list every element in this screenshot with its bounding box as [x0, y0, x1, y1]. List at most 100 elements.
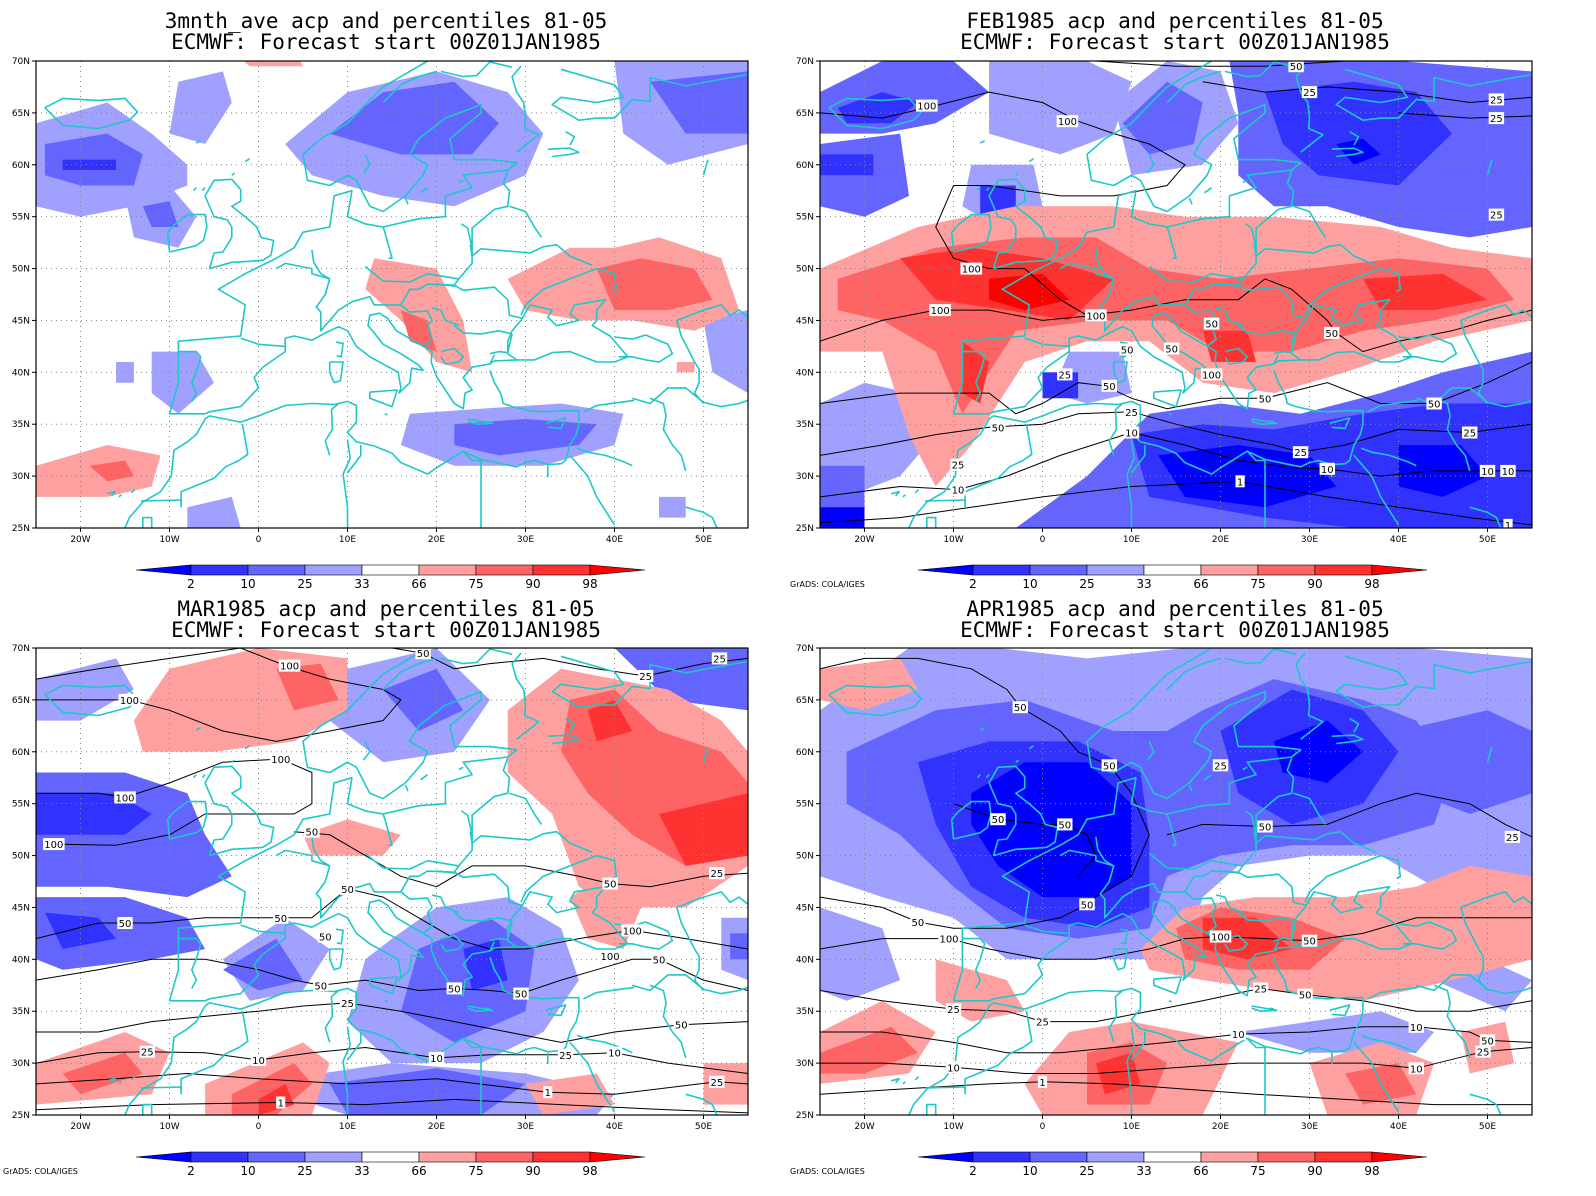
y-tick-label: 35N	[796, 1007, 814, 1017]
coastline	[902, 1081, 906, 1085]
contour-label: 25	[1125, 408, 1138, 419]
contour-label: 50	[1121, 346, 1134, 357]
contour-label: 25	[952, 461, 965, 472]
contour-label: 50	[1259, 823, 1272, 834]
contour-label: 25	[1036, 1018, 1049, 1029]
contour-label: 100	[1211, 933, 1230, 944]
coastline	[342, 439, 351, 528]
y-tick-label: 25N	[12, 524, 30, 534]
contour-label: 50	[1081, 900, 1094, 911]
colorbar-arrow-low	[135, 564, 192, 576]
coastline	[1224, 934, 1248, 952]
colorbar-label: 90	[525, 1164, 540, 1178]
coastline	[124, 957, 580, 1115]
grid-lines	[36, 648, 748, 1115]
contour-label: 1	[1237, 477, 1243, 488]
coastline	[1295, 652, 1324, 740]
colorbar-arrow-high	[589, 564, 646, 576]
contour-label-box	[950, 483, 966, 496]
coastline	[1130, 445, 1146, 474]
coastline	[952, 61, 1302, 415]
contour-label-box	[415, 648, 431, 660]
coastline	[676, 891, 748, 909]
contour-label-box	[950, 458, 966, 471]
coastline	[204, 765, 275, 857]
coastline	[195, 727, 202, 731]
y-tick-label: 40N	[796, 955, 814, 965]
y-tick-label: 70N	[796, 57, 814, 67]
coastline	[1335, 655, 1532, 708]
coastline	[1168, 413, 1172, 416]
shaded-region	[187, 496, 241, 528]
contour-label-box	[1488, 93, 1505, 106]
coastline	[1112, 361, 1128, 384]
colorbar-swatch	[418, 564, 477, 576]
coastline	[240, 337, 286, 348]
y-tick-label: 30N	[12, 1059, 30, 1069]
panel-title-line2: ECMWF: Forecast start 00Z01JAN1985	[960, 30, 1390, 54]
coastline	[118, 1081, 122, 1085]
contour-label: 50	[515, 990, 528, 1001]
coastline	[192, 774, 197, 779]
contour-label-box	[1408, 1020, 1424, 1033]
contour-label-box	[621, 924, 644, 937]
coastline	[547, 147, 580, 158]
colorbar-label: 2	[969, 577, 977, 591]
y-tick-label: 65N	[796, 109, 814, 119]
coastline	[467, 418, 494, 425]
y-tick-label: 50N	[12, 852, 30, 862]
coastline	[1335, 68, 1532, 121]
contour-label-box	[446, 982, 462, 995]
coastline	[140, 499, 182, 508]
coastline	[950, 800, 992, 840]
coastline	[520, 267, 618, 316]
contour-label-box	[1257, 820, 1273, 833]
coastline	[1469, 1093, 1502, 1115]
shaded-region	[659, 793, 748, 866]
contour-label-box	[1479, 464, 1496, 477]
contour-label: 100	[1202, 370, 1221, 381]
axes: 20W 10W 0 10E 20E 30E 40E 50E 25N 30N 35N 40N 45N 50N…	[12, 644, 713, 1132]
coastline	[1398, 334, 1458, 363]
contour-label-box	[990, 421, 1006, 434]
x-tick-label: 10E	[339, 1122, 356, 1132]
contour-label: 50	[1428, 400, 1441, 411]
coastline	[1255, 757, 1295, 835]
coastline	[420, 186, 429, 194]
contour-label: 10	[1502, 467, 1515, 478]
coastline	[1166, 813, 1177, 846]
coastline	[489, 941, 496, 952]
contour-label-box	[1101, 379, 1117, 392]
shaded-region	[243, 61, 303, 67]
contour-label-box	[1488, 208, 1505, 221]
coastline	[431, 894, 460, 914]
coastline	[1166, 226, 1177, 259]
contour-label-box	[606, 1046, 623, 1059]
contour-label: 100	[931, 306, 950, 317]
coastline	[1024, 924, 1070, 935]
coastline	[1273, 941, 1280, 952]
contour-label: 25	[1303, 88, 1316, 99]
y-tick-label: 55N	[796, 213, 814, 223]
coastline	[1367, 986, 1419, 1000]
shaded-region	[116, 362, 134, 383]
contour-labels: 50 25 25 25 100 100 25 100 100 100 50 50 50 50 100 25 50…	[916, 61, 1516, 528]
contour-label-box	[317, 930, 333, 943]
contour-line	[391, 648, 748, 677]
colorbar-swatch	[1314, 564, 1373, 576]
colorbar-swatch	[304, 1151, 363, 1163]
coastline	[1204, 773, 1213, 781]
colorbar-label: 75	[468, 1164, 483, 1178]
coastline	[192, 187, 197, 192]
y-tick-label: 25N	[796, 1111, 814, 1121]
contour-line	[36, 648, 402, 742]
coastline	[1126, 439, 1135, 528]
shaded-region	[36, 793, 152, 835]
shaded-region	[820, 465, 865, 518]
contour-label-box	[557, 1048, 574, 1061]
colorbar-swatch	[190, 564, 249, 576]
coastline	[1398, 921, 1458, 950]
shaded-region	[1202, 330, 1257, 362]
y-tick-label: 45N	[796, 316, 814, 326]
